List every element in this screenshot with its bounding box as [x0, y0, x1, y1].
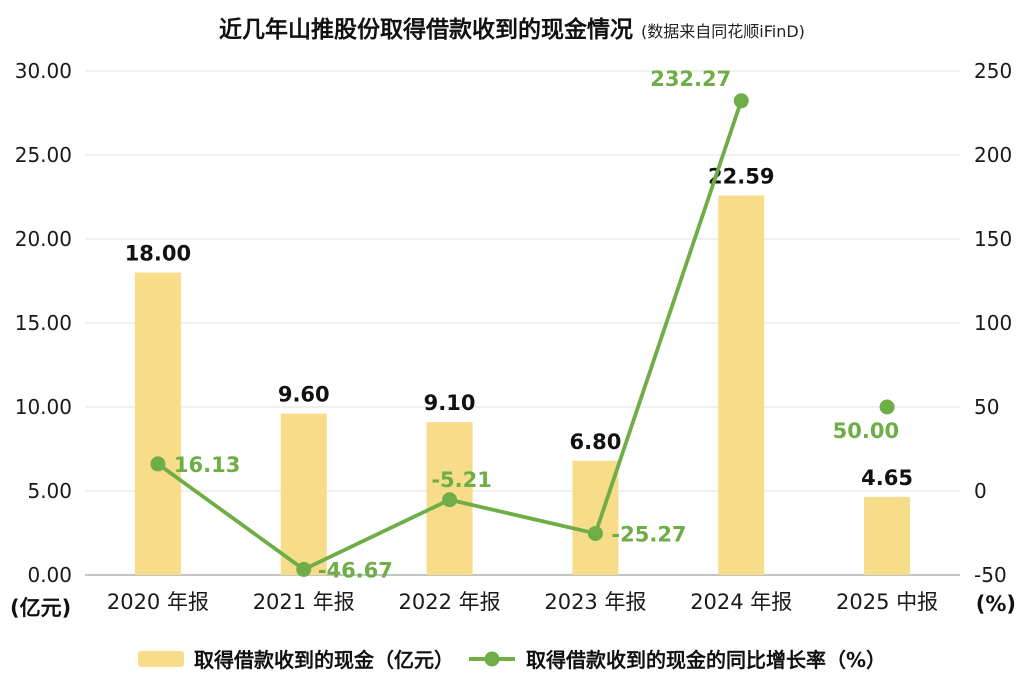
- bar: [134, 272, 181, 575]
- left-axis-tick: 30.00: [15, 59, 72, 83]
- category-label: 2022 年报: [399, 590, 501, 614]
- left-axis-tick: 5.00: [27, 479, 72, 503]
- category-label: 2020 年报: [107, 590, 209, 614]
- bar-value-label: 9.60: [278, 383, 330, 407]
- bar-legend-label: 取得借款收到的现金（亿元）: [193, 648, 454, 672]
- line-point: [150, 456, 166, 472]
- line-value-label: -5.21: [431, 468, 492, 492]
- bar: [718, 195, 765, 575]
- bar: [864, 496, 911, 575]
- line-legend-label: 取得借款收到的现金的同比增长率（%）: [525, 648, 887, 672]
- line-value-label: 232.27: [650, 67, 731, 91]
- line-point: [296, 561, 312, 577]
- chart-title-text: 近几年山推股份取得借款收到的现金情况: [219, 17, 634, 43]
- chart-title-note: (数据来自同花顺iFinD): [641, 22, 805, 41]
- bar-legend-swatch: [137, 650, 184, 667]
- bar-value-label: 4.65: [861, 466, 913, 490]
- bar-value-label: 18.00: [125, 242, 191, 266]
- line-point: [587, 525, 603, 541]
- left-axis-tick: 0.00: [27, 563, 72, 587]
- legend-item-cash: 取得借款收到的现金（亿元）: [137, 644, 454, 673]
- right-axis-tick: 100: [974, 311, 1012, 335]
- category-label: 2023 年报: [544, 590, 646, 614]
- category-label: 2024 年报: [690, 590, 792, 614]
- line-value-label: -46.67: [318, 558, 393, 582]
- line-point: [733, 93, 749, 109]
- bar-value-label: 6.80: [570, 430, 622, 454]
- line-point: [442, 492, 458, 508]
- line-value-label: 16.13: [174, 453, 240, 477]
- right-axis-unit: (%): [975, 592, 1016, 616]
- left-axis-tick: 10.00: [15, 395, 72, 419]
- category-label: 2025 中报: [836, 590, 938, 614]
- category-label: 2021 年报: [253, 590, 355, 614]
- left-axis-tick: 15.00: [15, 311, 72, 335]
- chart-legend: 取得借款收到的现金（亿元） 取得借款收到的现金的同比增长率（%）: [0, 644, 1024, 673]
- line-value-label: -25.27: [611, 522, 686, 546]
- bar: [280, 413, 327, 575]
- right-axis-tick: 200: [974, 143, 1012, 167]
- right-axis-tick: 50: [974, 395, 999, 419]
- right-axis-tick: 150: [974, 227, 1012, 251]
- right-axis-tick: 0: [974, 479, 987, 503]
- right-axis-tick: 250: [974, 59, 1012, 83]
- legend-item-growth: 取得借款收到的现金的同比增长率（%）: [468, 644, 886, 673]
- right-axis-tick: -50: [974, 563, 1007, 587]
- line-point: [879, 399, 895, 415]
- line-legend-icon: [468, 651, 515, 666]
- bar: [572, 460, 619, 575]
- chart-title: 近几年山推股份取得借款收到的现金情况 (数据来自同花顺iFinD): [0, 10, 1024, 44]
- left-axis-unit: (亿元): [10, 596, 72, 620]
- left-axis-tick: 25.00: [15, 143, 72, 167]
- left-axis-tick: 20.00: [15, 227, 72, 251]
- bar-value-label: 9.10: [424, 391, 476, 415]
- line-value-label: 50.00: [833, 419, 899, 443]
